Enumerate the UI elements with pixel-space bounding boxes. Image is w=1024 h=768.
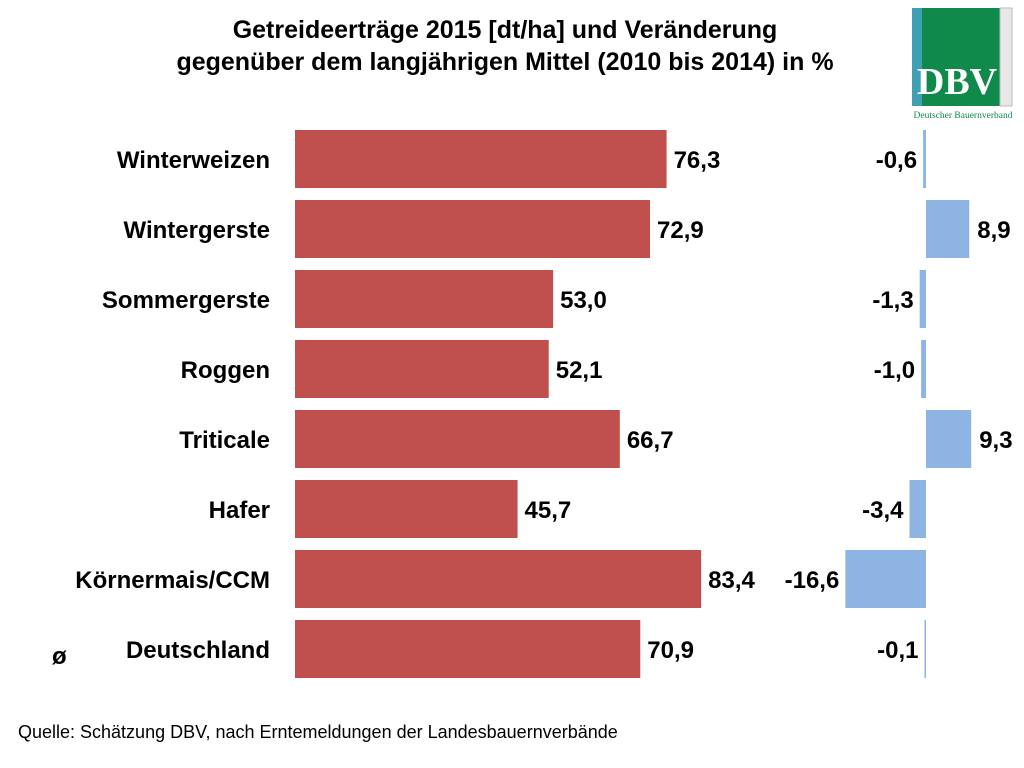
yield-value-label: 52,1 — [556, 357, 603, 384]
logo-subtext: Deutscher Bauernverband — [914, 111, 1013, 121]
change-bar — [923, 130, 926, 188]
change-value-label: -1,3 — [872, 287, 913, 314]
yield-bar — [295, 550, 702, 608]
yield-value-labels: 76,3 72,9 53,0 52,1 66,7 45,7 83,4 70,9 — [525, 147, 756, 664]
yield-bar — [295, 410, 620, 468]
yield-bar — [295, 130, 667, 188]
category-label: Roggen — [181, 357, 270, 384]
yield-value-label: 72,9 — [657, 217, 704, 244]
category-labels: Winterweizen Wintergerste Sommergerste Rogg… — [52, 147, 270, 670]
chart-title: Getreideerträge 2015 [dt/ha] und Verände… — [110, 14, 900, 78]
change-value-label: 8,9 — [977, 217, 1010, 244]
source-note: Quelle: Schätzung DBV, nach Erntemeldung… — [18, 722, 618, 742]
change-value-label: -0,6 — [876, 147, 917, 174]
yield-bar — [295, 270, 554, 328]
category-label: Sommergerste — [102, 287, 270, 314]
yield-bar — [295, 480, 518, 538]
change-value-label: -1,0 — [874, 357, 915, 384]
change-bar — [921, 340, 926, 398]
yield-value-label: 83,4 — [708, 567, 755, 594]
yield-value-label: 53,0 — [560, 287, 607, 314]
chart-title-line-1: Getreideerträge 2015 [dt/ha] und Verände… — [232, 16, 778, 44]
dbv-logo: DBV Deutscher Bauernverband — [907, 6, 1017, 122]
change-bars — [845, 130, 972, 678]
logo-page-curl — [999, 7, 1013, 107]
change-bar — [926, 410, 972, 468]
yield-value-label: 70,9 — [647, 637, 694, 664]
yield-bar — [295, 620, 641, 678]
logo-green-square — [912, 8, 1000, 106]
category-prefix-symbol: ø — [52, 643, 67, 670]
logo-teal-band — [912, 8, 922, 106]
yield-value-label: 45,7 — [525, 497, 572, 524]
change-bar — [924, 620, 926, 678]
yield-bar — [295, 340, 549, 398]
category-label: Wintergerste — [124, 217, 270, 244]
yield-bars — [295, 130, 702, 678]
change-value-labels: -0,6 8,9 -1,3 -1,0 9,3 -3,4 -16,6 -0,1 — [785, 147, 1013, 664]
change-value-label: -0,1 — [877, 637, 918, 664]
category-label: Körnermais/CCM — [75, 567, 270, 594]
logo-text: DBV — [917, 61, 998, 103]
category-label: Winterweizen — [117, 147, 270, 174]
change-bar — [919, 270, 926, 328]
change-value-label: -16,6 — [785, 567, 840, 594]
category-label: Triticale — [179, 427, 270, 454]
yield-value-label: 76,3 — [674, 147, 721, 174]
change-value-label: 9,3 — [979, 427, 1012, 454]
change-bar — [909, 480, 926, 538]
change-bar — [845, 550, 926, 608]
yield-value-label: 66,7 — [627, 427, 674, 454]
change-value-label: -3,4 — [862, 497, 904, 524]
chart-title-line-2: gegenüber dem langjährigen Mittel (2010 … — [176, 48, 834, 76]
category-label: Hafer — [209, 497, 270, 524]
yield-bar — [295, 200, 651, 258]
category-label: Deutschland — [126, 637, 270, 664]
change-bar — [926, 200, 970, 258]
